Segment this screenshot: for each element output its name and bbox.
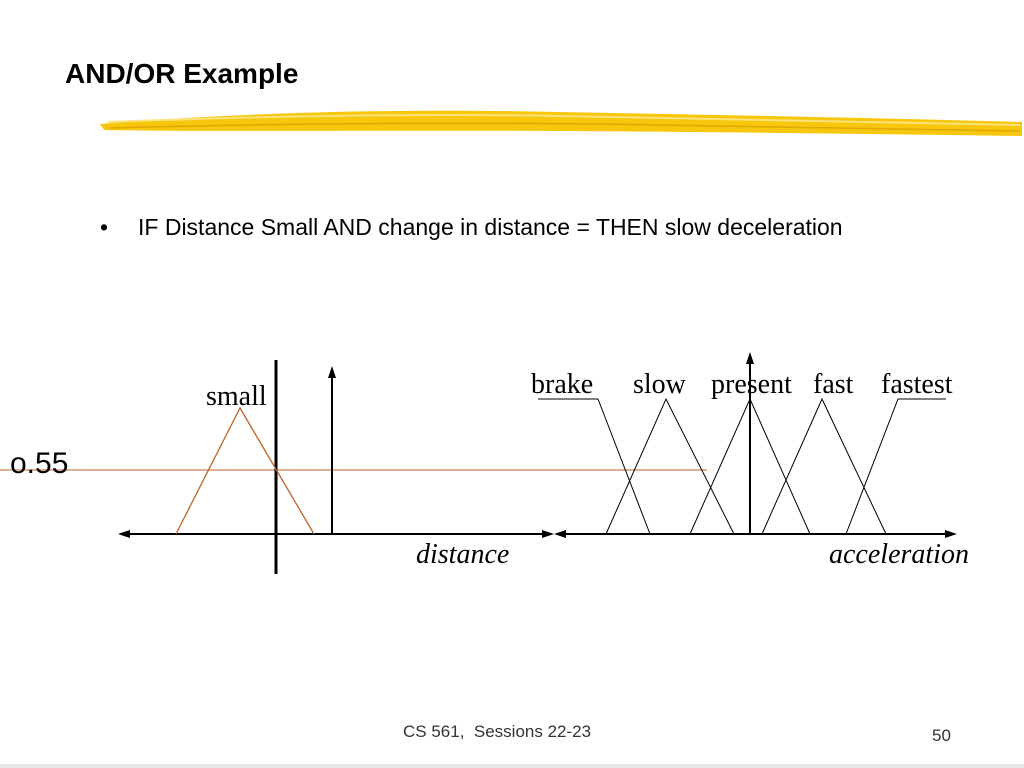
distance-axis-right-arrowhead <box>542 530 554 538</box>
bullet-marker: • <box>100 214 109 240</box>
fuzzy-set-present <box>689 397 811 535</box>
bottom-rule <box>0 764 1024 768</box>
label-acceleration-axis: acceleration <box>829 539 969 570</box>
fuzzy-set-fast <box>761 397 887 535</box>
label-slow: slow <box>633 369 687 400</box>
label-fastest: fastest <box>881 369 953 400</box>
bullet-text: IF Distance Small AND change in distance… <box>138 214 843 240</box>
fuzzy-set-small <box>175 406 315 535</box>
fuzzy-set-fastest <box>845 398 946 535</box>
acceleration-axis-left-arrowhead <box>554 530 566 538</box>
label-brake: brake <box>531 369 593 400</box>
footer-page-number: 50 <box>932 726 951 745</box>
label-distance-axis: distance <box>416 539 509 570</box>
label-small: small <box>206 381 267 412</box>
label-membership-level: o.55 <box>10 447 68 480</box>
slide-title: AND/OR Example <box>65 58 299 89</box>
distance-input-arrowhead <box>328 366 336 378</box>
label-present: present <box>711 369 792 400</box>
fuzzy-set-brake <box>538 398 651 535</box>
acceleration-axis-up-arrowhead <box>746 352 754 364</box>
fuzzy-set-slow <box>605 397 735 535</box>
label-fast: fast <box>813 369 854 400</box>
bullet-item: • IF Distance Small AND change in distanc… <box>100 214 843 241</box>
footer-course: CS 561, Sessions 22-23 <box>403 722 592 741</box>
distance-axis-left-arrowhead <box>118 530 130 538</box>
acceleration-axis-right-arrowhead <box>945 530 957 538</box>
